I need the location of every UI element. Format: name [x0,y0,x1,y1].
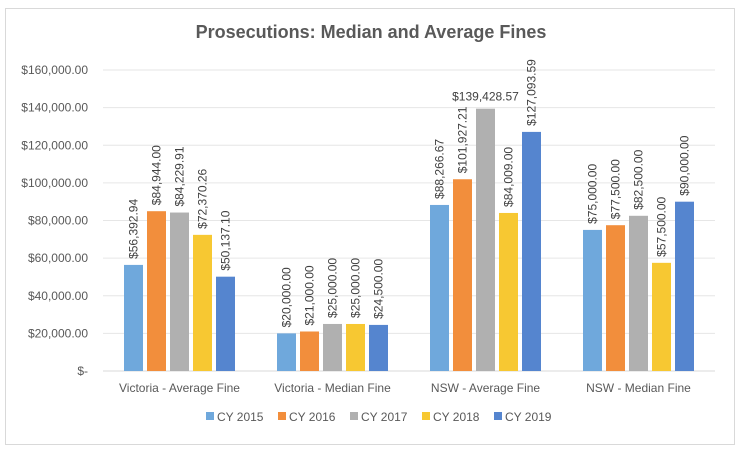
bar [583,229,602,371]
bar [193,234,212,371]
data-label: $127,093.59 [525,59,539,126]
data-labels: $56,392.94 $84,944.00 $84,229.91 $72,370.26… [127,59,692,328]
x-tick-label: Victoria - Average Fine [119,381,240,395]
bar [216,276,235,371]
bar [476,108,495,371]
x-tick-label: NSW - Average Fine [431,381,540,395]
legend-swatch [494,412,502,420]
x-tick-label: Victoria - Median Fine [274,381,391,395]
bar [124,264,143,371]
bar [170,212,189,371]
y-tick-label: $140,000.00 [21,101,88,115]
y-tick-label: $120,000.00 [21,138,88,152]
data-label: $24,500.00 [372,259,386,319]
data-label: $56,392.94 [127,199,141,259]
bar [675,201,694,371]
bars [124,108,694,371]
bar [652,262,671,371]
y-tick-label: $100,000.00 [21,176,88,190]
bar [147,211,166,371]
y-tick-label: $60,000.00 [28,251,88,265]
legend-swatch [278,412,286,420]
data-label: $84,944.00 [150,145,164,205]
data-label: $84,229.91 [173,146,187,206]
legend-label: CY 2017 [361,410,408,424]
y-tick-label: $80,000.00 [28,214,88,228]
data-label: $20,000.00 [280,267,294,327]
legend-label: CY 2016 [289,410,336,424]
bar [369,324,388,371]
y-axis: $- $20,000.00 $40,000.00 $60,000.00 $80,000.… [21,63,88,378]
bar [522,131,541,371]
bar [606,225,625,371]
data-label: $57,500.00 [655,196,669,256]
data-label: $101,927.21 [456,106,470,173]
legend-label: CY 2015 [217,410,264,424]
data-label: $25,000.00 [349,258,363,318]
data-label: $82,500.00 [632,149,646,209]
legend-swatch [206,412,214,420]
legend-label: CY 2019 [505,410,552,424]
x-axis: Victoria - Average Fine Victoria - Median… [119,381,691,395]
y-tick-label: $40,000.00 [28,289,88,303]
data-label: $72,370.26 [196,168,210,228]
data-label: $75,000.00 [586,164,600,224]
bar [300,331,319,371]
bar [430,204,449,371]
bar [346,323,365,371]
legend: CY 2015 CY 2016 CY 2017 CY 2018 CY 2019 [206,410,552,424]
y-tick-label: $160,000.00 [21,63,88,77]
bar [629,215,648,371]
bar [499,212,518,371]
legend-label: CY 2018 [433,410,480,424]
data-label: $21,000.00 [303,265,317,325]
bar [277,333,296,371]
data-label: $88,266.67 [433,139,447,199]
data-label: $139,428.57 [452,90,519,104]
legend-swatch [350,412,358,420]
data-label: $50,137.10 [219,210,233,270]
data-label: $25,000.00 [326,258,340,318]
chart-title: Prosecutions: Median and Average Fines [196,22,547,42]
legend-swatch [422,412,430,420]
y-tick-label: $- [77,364,88,378]
bar [453,179,472,371]
data-label: $84,009.00 [502,147,516,207]
bar [323,323,342,371]
x-tick-label: NSW - Median Fine [586,381,691,395]
y-tick-label: $20,000.00 [28,326,88,340]
data-label: $77,500.00 [609,159,623,219]
data-label: $90,000.00 [678,135,692,195]
